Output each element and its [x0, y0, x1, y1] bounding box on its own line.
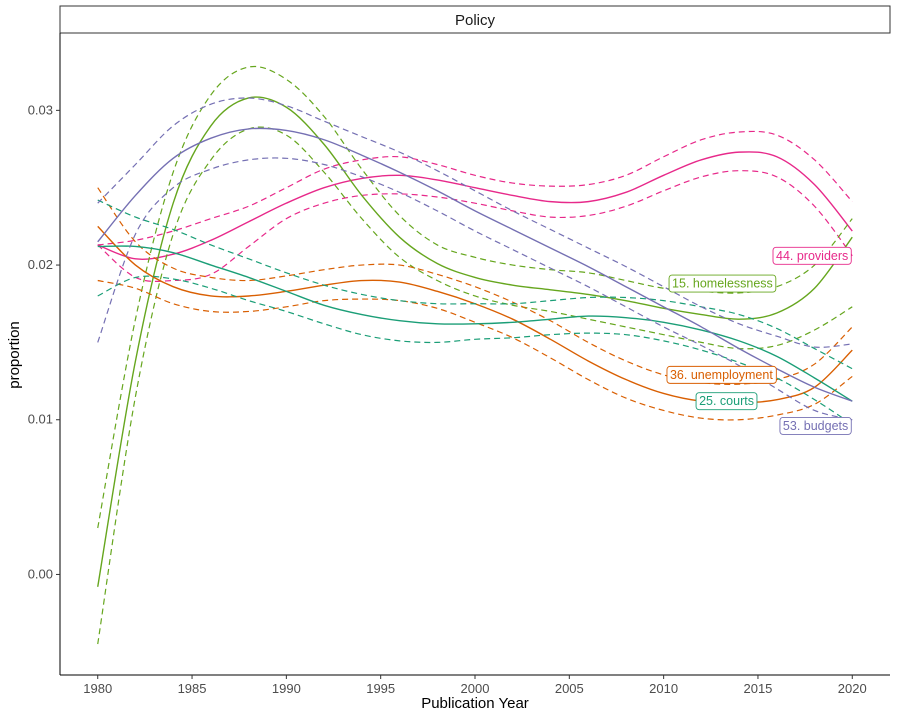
series-label-box: [779, 416, 852, 435]
series-homelessness: [97, 65, 853, 645]
series-providers: [97, 130, 853, 282]
series-label-courts: 25. courts: [695, 392, 758, 411]
x-tick: 1995: [366, 675, 395, 696]
y-tick: 0.03: [28, 102, 60, 117]
y-tick: 0.00: [28, 566, 60, 581]
x-tick: 2020: [838, 675, 867, 696]
x-axis-ticks: 1980 1985 1990 1995 2000 2005 2010 2015 2020: [83, 675, 867, 696]
series-label-text: 44. providers: [776, 249, 848, 263]
y-axis-ticks: 0.00 0.01 0.02 0.03: [28, 102, 60, 581]
series-label-box: [695, 392, 758, 411]
series-label-text: 36. unemployment: [670, 368, 773, 382]
series-label-text: 15. homelessness: [672, 277, 773, 291]
series-label-text: 53. budgets: [783, 419, 848, 433]
y-tick-label: 0.00: [28, 566, 53, 581]
series-courts: [97, 199, 853, 425]
y-tick-label: 0.02: [28, 257, 53, 272]
budgets-lower-bound-line: [97, 157, 853, 421]
providers-fit-line: [97, 151, 853, 260]
y-axis-title: proportion: [6, 321, 23, 389]
x-tick-label: 2015: [743, 681, 772, 696]
series-layer: [97, 65, 853, 645]
x-tick-label: 2005: [555, 681, 584, 696]
providers-upper-bound-line: [97, 130, 853, 246]
series-label-text: 25. courts: [699, 394, 754, 408]
series-label-box: [666, 365, 777, 384]
x-tick-label: 1995: [366, 681, 395, 696]
x-tick: 2010: [649, 675, 678, 696]
unemployment-upper-bound-line: [97, 187, 853, 385]
x-tick: 1980: [83, 675, 112, 696]
budgets-upper-bound-line: [97, 97, 853, 348]
x-tick: 1985: [178, 675, 207, 696]
y-tick-label: 0.03: [28, 102, 53, 117]
x-tick-label: 1985: [178, 681, 207, 696]
x-axis-title: Publication Year: [421, 695, 529, 712]
x-tick-label: 1980: [83, 681, 112, 696]
x-tick: 2000: [461, 675, 490, 696]
x-tick-label: 2000: [461, 681, 490, 696]
y-tick: 0.02: [28, 257, 60, 272]
x-tick-label: 1990: [272, 681, 301, 696]
courts-fit-line: [97, 245, 853, 402]
x-tick-label: 2020: [838, 681, 867, 696]
facet-strip: [59, 5, 891, 34]
facet-strip-label: Policy: [455, 12, 496, 29]
homelessness-upper-bound-line: [97, 65, 853, 529]
series-label-box: [772, 246, 852, 265]
homelessness-fit-line: [97, 96, 853, 587]
x-tick-label: 2010: [649, 681, 678, 696]
unemployment-lower-bound-line: [97, 279, 853, 421]
series-label-box: [668, 274, 777, 293]
series-label-providers: 44. providers: [772, 246, 852, 265]
x-tick: 2005: [555, 675, 584, 696]
courts-upper-bound-line: [97, 199, 853, 370]
x-tick: 1990: [272, 675, 301, 696]
series-label-unemployment: 36. unemployment: [666, 365, 777, 384]
series-budgets: [97, 97, 853, 421]
providers-lower-bound-line: [97, 170, 853, 282]
series-label-budgets: 53. budgets: [779, 416, 852, 435]
budgets-fit-line: [97, 127, 853, 402]
y-tick-label: 0.01: [28, 412, 53, 427]
y-tick: 0.01: [28, 412, 60, 427]
series-label-homelessness: 15. homelessness: [668, 274, 777, 293]
x-tick: 2015: [743, 675, 772, 696]
courts-lower-bound-line: [97, 275, 853, 425]
homelessness-lower-bound-line: [97, 126, 853, 645]
